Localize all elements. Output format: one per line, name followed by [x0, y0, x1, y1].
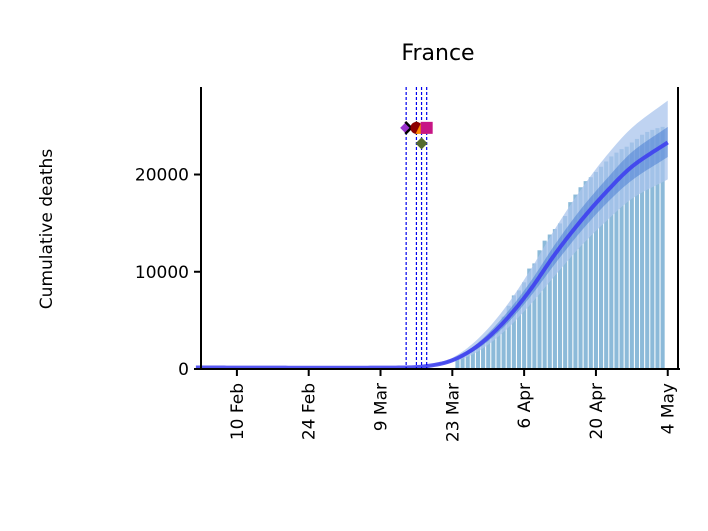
bar [599, 166, 604, 369]
bar [475, 346, 481, 369]
bar [511, 295, 516, 369]
chart-title: France [401, 41, 474, 66]
bar [537, 250, 542, 369]
marker-square [420, 121, 433, 134]
x-tick-label: 23 Mar [443, 383, 463, 442]
bar [583, 181, 588, 369]
bar [619, 149, 624, 369]
bar [516, 290, 522, 369]
bar [522, 282, 527, 369]
bar [532, 263, 537, 369]
bar [578, 187, 583, 369]
bar [557, 223, 563, 369]
x-axis-ticks: 10 Feb 24 Feb 9 Mar 23 Mar 6 Apr 20 Apr 4 May [228, 369, 679, 442]
bar [527, 268, 532, 369]
bar [563, 216, 568, 369]
bar [460, 356, 465, 369]
bar [506, 305, 511, 369]
bar [470, 349, 475, 369]
bar [491, 334, 496, 369]
marker-diamond [415, 137, 428, 150]
bar [486, 339, 491, 369]
bar [629, 142, 634, 369]
y-axis-label: Cumulative deaths [37, 149, 57, 310]
bar [609, 156, 614, 369]
bar [552, 229, 557, 369]
bar [455, 358, 460, 369]
median-line [195, 140, 669, 370]
x-tick-label: 20 Apr [587, 383, 607, 439]
bar [645, 131, 650, 369]
plot-area [195, 87, 669, 370]
x-tick-label: 9 Mar [372, 383, 392, 431]
bar [496, 329, 501, 369]
bar [614, 152, 619, 369]
x-tick-label: 6 Apr [515, 383, 535, 429]
bar [624, 146, 629, 369]
bar [604, 161, 609, 369]
bar [573, 194, 578, 369]
x-tick-label: 4 May [659, 383, 679, 434]
bar [588, 177, 593, 369]
bar [634, 138, 640, 369]
y-axis-ticks: 0 10000 20000 [135, 166, 201, 380]
bar [655, 128, 660, 369]
y-tick-label: 20000 [135, 166, 189, 186]
bar [547, 234, 552, 369]
x-tick-label: 24 Feb [300, 383, 320, 440]
bar [640, 134, 645, 369]
bar [593, 171, 598, 369]
bar [568, 202, 573, 369]
y-tick-label: 10000 [135, 263, 189, 283]
bar [650, 129, 655, 369]
bar [481, 343, 486, 369]
bar [501, 316, 506, 369]
bar [660, 126, 665, 370]
x-tick-label: 10 Feb [228, 383, 248, 440]
bar [542, 240, 547, 369]
bar [465, 352, 470, 369]
y-tick-label: 0 [178, 360, 189, 380]
